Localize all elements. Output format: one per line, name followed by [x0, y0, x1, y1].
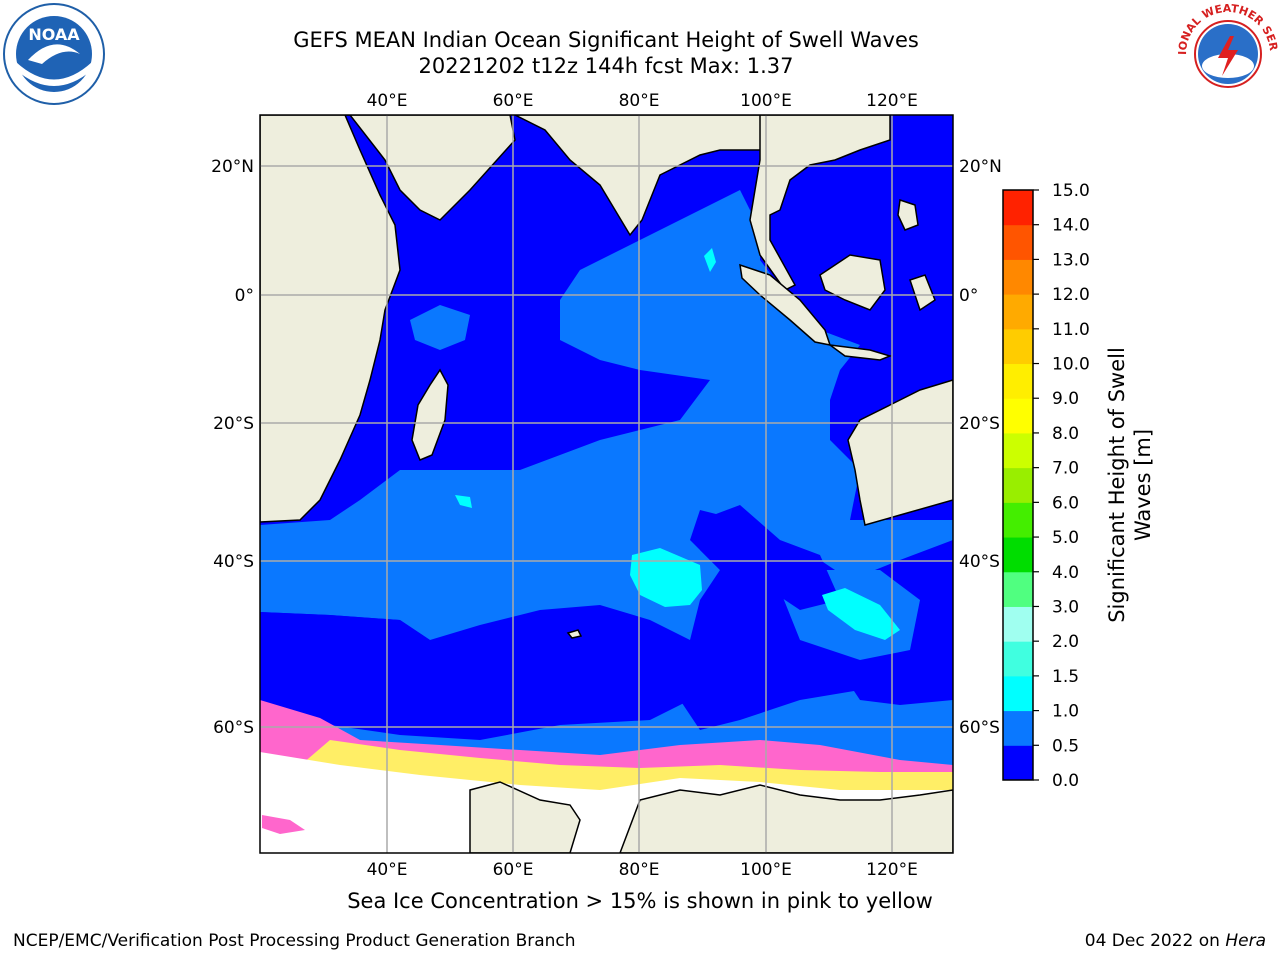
lat-label-right: 20°S: [959, 414, 1000, 434]
lon-label-top: 80°E: [619, 91, 660, 111]
lat-label-right: 60°S: [959, 718, 1000, 738]
land-australia: [847, 379, 953, 526]
colorbar-segment: [1003, 606, 1033, 642]
swell-region-high: [630, 548, 702, 607]
colorbar-title-line1: Significant Height of Swell: [1105, 347, 1129, 623]
lon-label-bottom: 120°E: [866, 860, 918, 880]
colorbar-segment: [1003, 641, 1033, 677]
credit-text: NCEP/EMC/Verification Post Processing Pr…: [13, 931, 576, 951]
lon-label-top: 60°E: [493, 91, 534, 111]
sea-ice-patch: [262, 815, 305, 834]
lat-label-left: 40°S: [213, 552, 254, 572]
colorbar-segment: [1003, 328, 1033, 365]
colorbar-tick-label: 0.0: [1052, 771, 1079, 791]
land-madagascar: [411, 368, 449, 461]
colorbar-tick-label: 2.0: [1052, 632, 1079, 652]
sea-ice-note: Sea Ice Concentration > 15% is shown in …: [347, 889, 933, 913]
colorbar-tick-label: 8.0: [1052, 424, 1079, 444]
lon-label-bottom: 100°E: [740, 860, 792, 880]
nws-logo: NATIONAL WEATHER SERVICE: [1176, 2, 1280, 104]
swell-region-high: [455, 495, 472, 508]
lon-label-top: 40°E: [367, 91, 408, 111]
map-subtitle: 20221202 t12z 144h fcst Max: 1.37: [418, 54, 794, 78]
lon-label-top: 120°E: [866, 91, 918, 111]
colorbar-tick-label: 1.0: [1052, 702, 1079, 722]
land-borneo: [819, 254, 886, 311]
colorbar-tick-label: 9.0: [1052, 389, 1079, 409]
colorbar-tick-label: 10.0: [1052, 355, 1090, 375]
colorbar-segment: [1003, 675, 1033, 712]
map-title: GEFS MEAN Indian Ocean Significant Heigh…: [293, 28, 919, 52]
land-se-asia: [749, 115, 891, 291]
colorbar-segment: [1003, 710, 1033, 746]
swell-region-high: [822, 588, 900, 640]
lon-label-top: 100°E: [740, 91, 792, 111]
noaa-logo-text: NOAA: [28, 25, 80, 44]
colorbar-tick-label: 0.5: [1052, 736, 1079, 756]
colorbar-tick-label: 1.5: [1052, 667, 1079, 687]
colorbar-tick-label: 12.0: [1052, 285, 1090, 305]
lon-label-bottom: 40°E: [367, 860, 408, 880]
land-antarctica: [469, 781, 953, 853]
colorbar-segment: [1003, 537, 1033, 573]
colorbar-tick-label: 7.0: [1052, 459, 1079, 479]
swell-region-low: [700, 505, 840, 610]
colorbar-tick-label: 5.0: [1052, 528, 1079, 548]
lat-label-right: 20°N: [959, 157, 1002, 177]
colorbar-tick-label: 4.0: [1052, 563, 1079, 583]
colorbar-tick-label: 11.0: [1052, 320, 1090, 340]
swell-region-high: [704, 248, 716, 272]
swell-region-low: [260, 605, 690, 740]
colorbar-segment: [1003, 294, 1033, 330]
colorbar-segment: [1003, 259, 1033, 295]
colorbar-segment: [1003, 467, 1033, 503]
colorbar-segment: [1003, 432, 1033, 469]
colorbar-segment: [1003, 502, 1033, 538]
colorbar-frame: [1002, 189, 1034, 781]
date-label: 04 Dec 2022 on: [1084, 931, 1226, 951]
lat-label-left: 20°S: [213, 414, 254, 434]
colorbar-tick-label: 6.0: [1052, 493, 1079, 513]
colorbar-segment: [1003, 571, 1033, 607]
colorbar-segment: [1003, 398, 1033, 434]
colorbar-segment: [1003, 363, 1033, 399]
colorbar-tick-label: 13.0: [1052, 250, 1090, 270]
lat-label-right: 0°: [959, 286, 978, 306]
colorbar-title-line2: Waves [m]: [1131, 429, 1155, 541]
lon-label-bottom: 60°E: [493, 860, 534, 880]
lat-label-left: 60°S: [213, 718, 254, 738]
lat-label-left: 0°: [235, 286, 254, 306]
date-text: 04 Dec 2022 on Hera: [1085, 931, 1266, 951]
map-plot-area: [260, 115, 953, 853]
lon-label-bottom: 80°E: [619, 860, 660, 880]
colorbar-segment: [1003, 745, 1033, 781]
map-gridlines: [260, 115, 953, 853]
swell-region-low: [840, 640, 953, 705]
land-islands: [897, 199, 936, 312]
colorbar-tick-label: 14.0: [1052, 216, 1090, 236]
machine-name: Hera: [1225, 931, 1266, 951]
swell-region-medium: [410, 305, 470, 350]
land-kerguelen: [566, 629, 583, 639]
colorbar-tick-label: 3.0: [1052, 597, 1079, 617]
lat-label-left: 20°N: [211, 157, 254, 177]
colorbar: 0.0 0.5 1.0 1.5 2.0 3.0 4.0 5.0 6.0 7.0 8.0 9.0 10.0…: [1002, 181, 1090, 791]
colorbar-segment: [1003, 224, 1033, 260]
lat-label-right: 40°S: [959, 552, 1000, 572]
colorbar-tick-label: 15.0: [1052, 181, 1090, 201]
colorbar-segment: [1003, 190, 1033, 226]
noaa-logo: NOAA: [3, 3, 105, 105]
land-sumatra: [739, 263, 832, 346]
map-frame: [259, 114, 954, 854]
land-java: [827, 343, 893, 361]
